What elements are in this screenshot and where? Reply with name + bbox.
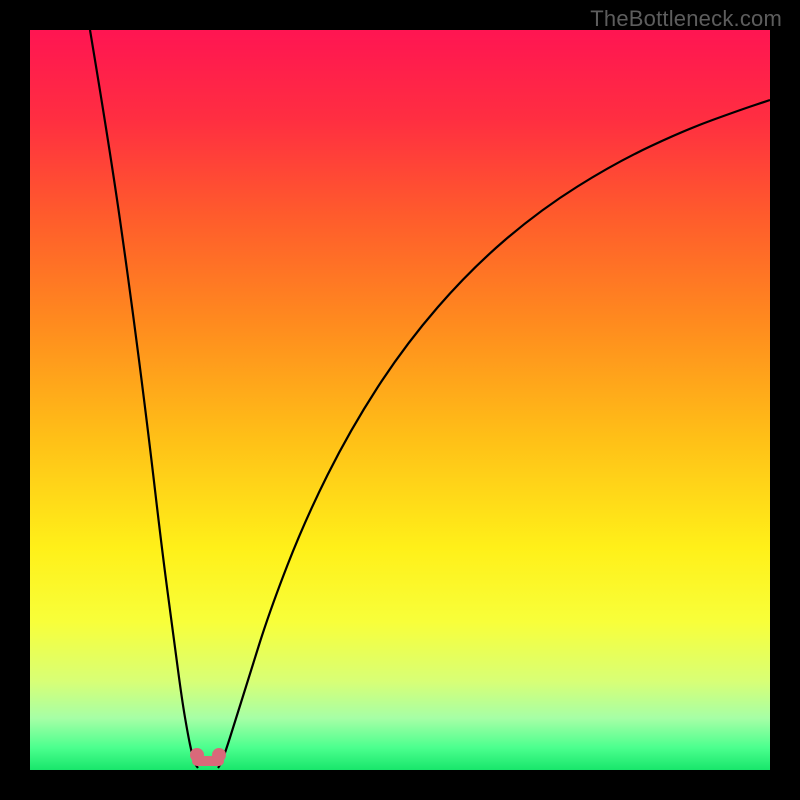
chart-frame: TheBottleneck.com bbox=[0, 0, 800, 800]
valley-marker-1 bbox=[190, 748, 204, 762]
plot-area bbox=[30, 30, 770, 770]
curve-layer bbox=[30, 30, 770, 770]
valley-marker-2 bbox=[212, 748, 226, 762]
curve-right-branch bbox=[218, 100, 770, 768]
curve-left-branch bbox=[90, 30, 198, 768]
watermark-text: TheBottleneck.com bbox=[590, 6, 782, 32]
